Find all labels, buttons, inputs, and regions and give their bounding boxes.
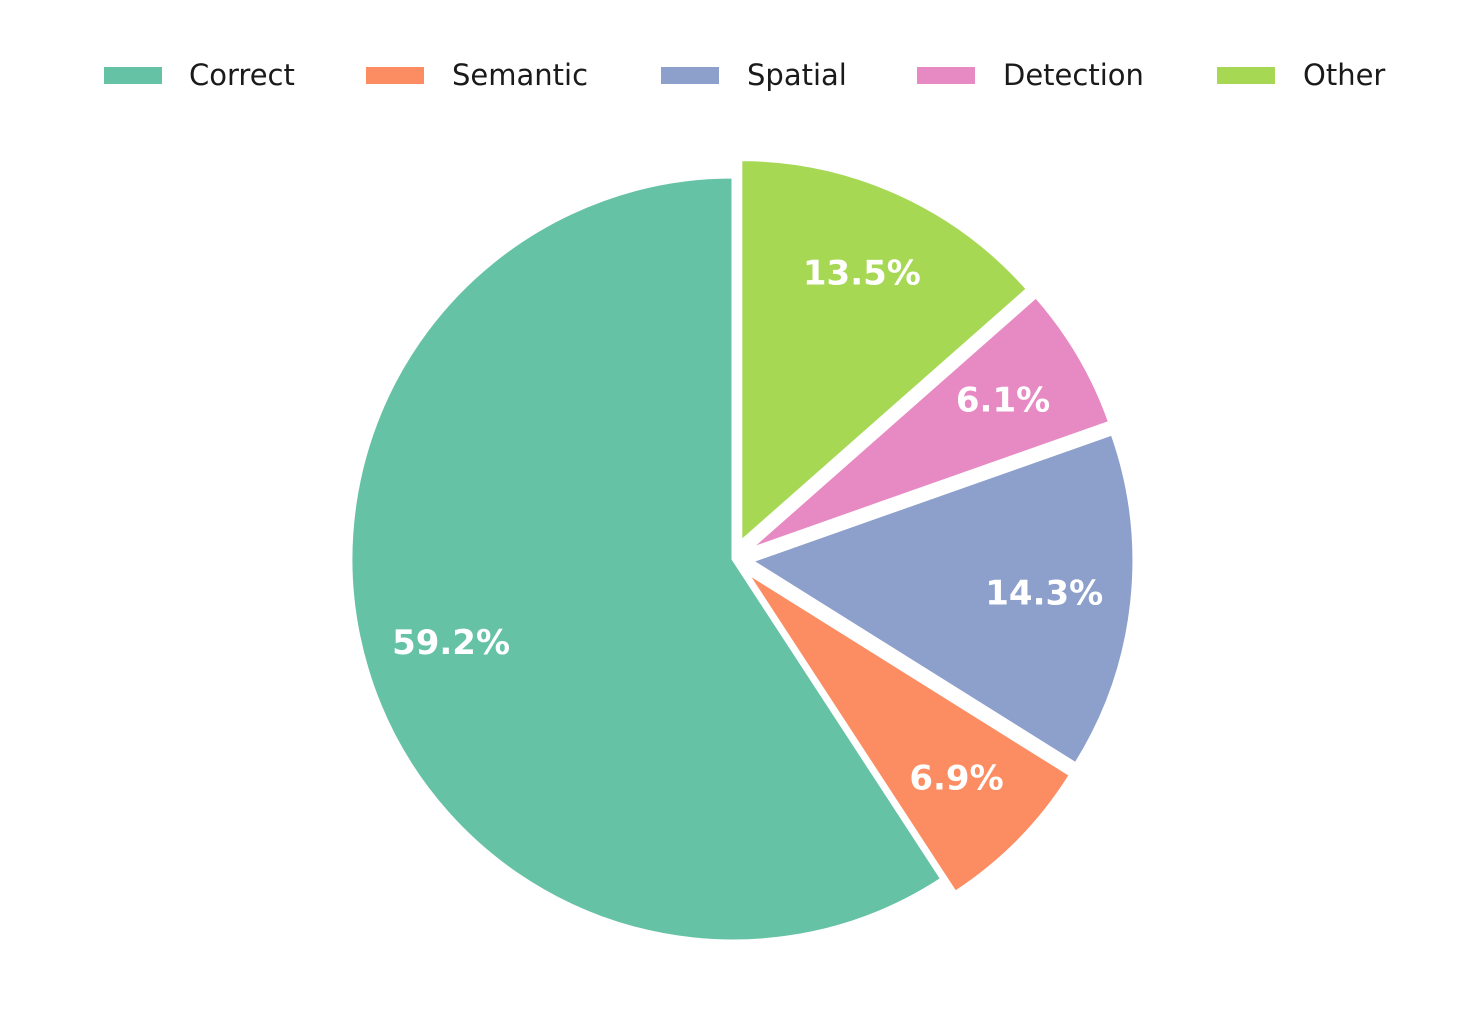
value-label-other: 13.5%	[803, 254, 921, 294]
legend-label-spatial: Spatial	[747, 58, 847, 92]
legend-swatch-spatial	[661, 67, 719, 84]
pie-slice-spatial	[750, 432, 1136, 766]
legend: Correct Semantic Spatial Detection Other	[104, 58, 1385, 92]
legend-swatch-semantic	[366, 67, 424, 84]
legend-swatch-other	[1217, 67, 1275, 84]
legend-swatch-detection	[917, 67, 975, 84]
pie-slices	[349, 158, 1136, 943]
pie-value-labels: 59.2% 6.9% 14.3% 6.1% 13.5%	[392, 254, 1103, 799]
legend-label-other: Other	[1303, 58, 1385, 92]
value-label-correct: 59.2%	[392, 623, 510, 663]
value-label-spatial: 14.3%	[985, 573, 1103, 613]
legend-label-semantic: Semantic	[452, 58, 588, 92]
pie-slice-detection	[747, 295, 1112, 551]
legend-swatch-correct	[104, 67, 162, 84]
pie-slice-correct	[349, 175, 944, 943]
value-label-semantic: 6.9%	[909, 758, 1003, 798]
legend-label-detection: Detection	[1003, 58, 1144, 92]
pie-slice-semantic	[745, 570, 1072, 894]
legend-label-correct: Correct	[189, 58, 295, 92]
pie-slice-other	[739, 158, 1029, 544]
value-label-detection: 6.1%	[956, 380, 1050, 420]
